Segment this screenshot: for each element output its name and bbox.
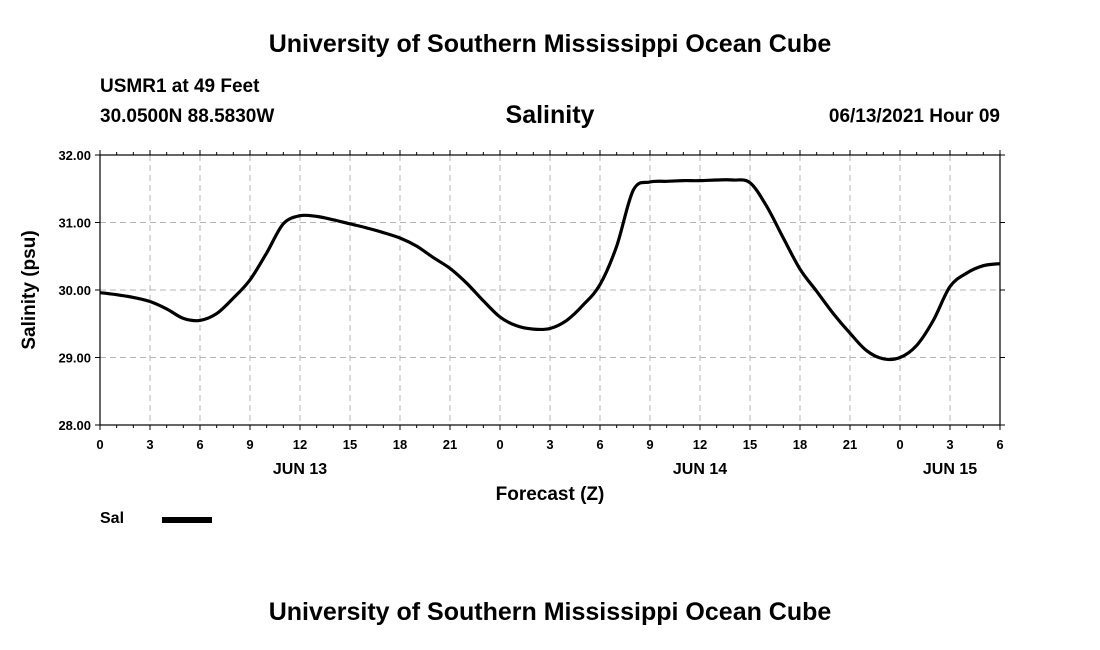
x-tick-label: 21: [443, 437, 457, 452]
x-tick-label: 18: [793, 437, 807, 452]
date-label: JUN 14: [673, 461, 727, 478]
y-axis-title: Salinity (psu): [19, 230, 40, 349]
x-axis-title: Forecast (Z): [496, 484, 605, 505]
y-tick-label: 28.00: [58, 418, 91, 433]
chart-title: Salinity: [505, 101, 595, 129]
series-line-sal: [99, 178, 1001, 362]
grid-lines: [100, 155, 1000, 425]
x-tick-label: 0: [496, 437, 503, 452]
x-tick-label: 15: [343, 437, 357, 452]
x-tick-label: 12: [693, 437, 707, 452]
forecast-timestamp: 06/13/2021 Hour 09: [828, 106, 1000, 127]
x-tick-label: 0: [96, 437, 103, 452]
x-tick-label: 6: [996, 437, 1003, 452]
chart-axes: [95, 150, 1005, 430]
legend-swatch: [162, 517, 212, 523]
x-tick-label: 6: [596, 437, 603, 452]
x-tick-label: 12: [293, 437, 307, 452]
x-tick-label: 15: [743, 437, 757, 452]
x-tick-label: 9: [646, 437, 653, 452]
footer-title: University of Southern Mississippi Ocean…: [268, 598, 832, 626]
x-tick-label: 21: [843, 437, 857, 452]
station-label: USMR1 at 49 Feet: [100, 76, 260, 97]
legend-entry-label: Sal: [100, 510, 125, 527]
plot-frame: [99, 154, 1001, 426]
x-tick-label: 9: [246, 437, 253, 452]
series-layer: [99, 178, 1001, 362]
page-title: University of Southern Mississippi Ocean…: [268, 30, 832, 58]
x-tick-label: 6: [196, 437, 203, 452]
date-label: JUN 15: [923, 461, 977, 478]
x-tick-label: 3: [546, 437, 553, 452]
x-tick-label: 3: [146, 437, 153, 452]
x-tick-label: 3: [946, 437, 953, 452]
y-tick-label: 32.00: [58, 148, 91, 163]
y-tick-label: 30.00: [58, 283, 91, 298]
x-tick-label: 0: [896, 437, 903, 452]
tick-labels: 28.00 29.00 30.00 31.00 32.00 0 3 6 9 12 15 18 21 0 3 6…: [58, 148, 1003, 478]
y-tick-label: 29.00: [58, 351, 91, 366]
y-tick-label: 31.00: [58, 216, 91, 231]
x-tick-label: 18: [393, 437, 407, 452]
station-coordinates: 30.0500N 88.5830W: [100, 106, 275, 127]
date-label: JUN 13: [273, 461, 327, 478]
